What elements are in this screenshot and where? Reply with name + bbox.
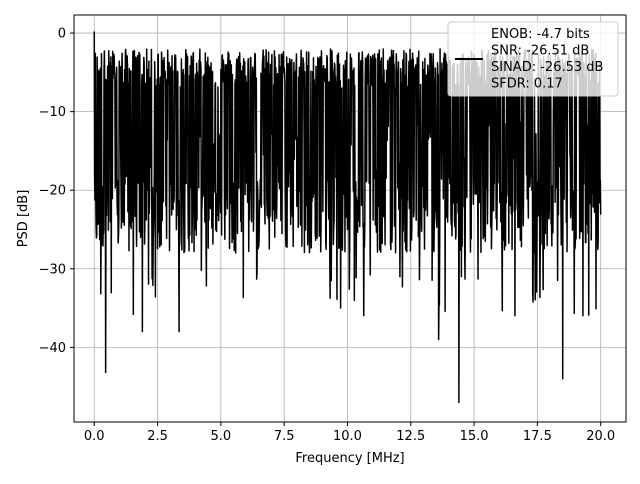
legend-entry-sinad: SINAD: -26.53 dB — [491, 60, 603, 75]
x-axis-ticks: 0.0 2.5 5.0 7.5 10.0 12.5 15.0 17.5 20.0 — [84, 422, 615, 444]
y-axis-ticks: 0 −10 −20 −30 −40 — [39, 27, 74, 356]
x-axis-label: Frequency [MHz] — [295, 451, 404, 466]
legend: ENOB: -4.7 bits SNR: -26.51 dB SINAD: -2… — [447, 21, 619, 97]
y-tick-label: −10 — [39, 105, 66, 120]
x-tick-label: 20.0 — [586, 429, 615, 444]
y-tick-label: 0 — [58, 27, 66, 42]
x-tick-label: 5.0 — [211, 429, 232, 444]
x-tick-label: 10.0 — [333, 429, 362, 444]
y-tick-label: −20 — [39, 184, 66, 199]
x-tick-label: 17.5 — [523, 429, 552, 444]
y-tick-label: −40 — [39, 341, 66, 356]
x-tick-label: 15.0 — [460, 429, 489, 444]
psd-series-line — [93, 31, 602, 404]
legend-entry-sfdr: SFDR: 0.17 — [491, 77, 563, 92]
legend-entry-snr: SNR: -26.51 dB — [491, 44, 589, 59]
axes-frame — [73, 14, 627, 423]
y-tick-label: −30 — [39, 262, 66, 277]
legend-box — [447, 21, 619, 97]
plot-area — [93, 31, 602, 404]
x-tick-label: 2.5 — [147, 429, 168, 444]
y-axis-label: PSD [dB] — [16, 190, 31, 248]
legend-entry-enob: ENOB: -4.7 bits — [491, 27, 590, 42]
x-tick-label: 12.5 — [396, 429, 425, 444]
x-tick-label: 7.5 — [274, 429, 295, 444]
x-tick-label: 0.0 — [84, 429, 105, 444]
